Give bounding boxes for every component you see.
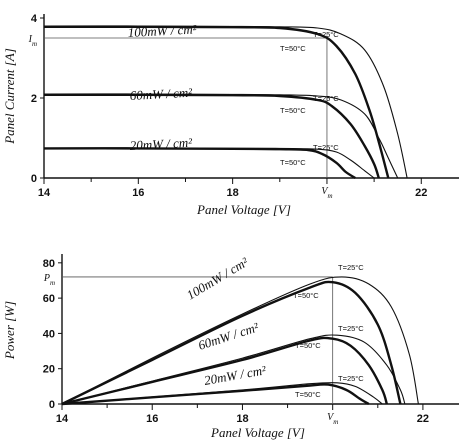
temperature-label: T=25°C [338,324,364,333]
y-tick-label: 0 [49,399,55,411]
x-tick-label: 14 [56,413,69,425]
irradiance-label: 100mW / cm² [127,21,198,40]
series-line-2 [43,25,390,179]
series-line-1 [43,25,408,179]
irradiance-label: 60mW / cm² [129,85,193,103]
temperature-label: T=25°C [313,30,339,39]
irradiance-label: 100mW / cm² [184,254,252,303]
temperature-label: T=25°C [338,263,364,272]
y-marker-subscript: m [32,40,37,48]
series-line-5 [43,147,375,179]
series-line-2 [61,280,402,406]
x-marker-subscript: m [333,418,338,426]
x-tick-label: 18 [236,413,248,425]
y-tick-label: 20 [43,364,55,376]
temperature-label: T=50°C [280,158,306,167]
temperature-label: T=50°C [280,106,306,115]
series-line-1 [61,276,419,405]
series-line-4 [43,93,380,179]
temperature-label: T=50°C [280,44,306,53]
temperature-label: T=25°C [313,143,339,152]
x-tick-label: 16 [146,413,158,425]
series-line-4 [61,336,388,406]
y-tick-label: 2 [31,93,37,105]
temperature-label: T=50°C [293,291,319,300]
temperature-label: T=25°C [338,374,364,383]
y-tick-label: 80 [43,258,55,270]
y-tick-label: 60 [43,293,55,305]
power-voltage-chart: 14 16 18 22 0 20 40 60 80 Vm Pm 100mW / cm² T=25°C T=… [2,254,459,440]
series-line-3 [43,93,399,179]
x-tick-label: 18 [227,187,239,199]
series-line-6 [43,147,356,180]
x-tick-label: 14 [38,187,51,199]
y-tick-label: 4 [31,13,38,25]
temperature-label: T=50°C [295,390,321,399]
y-tick-label: 40 [43,328,55,340]
x-tick-label: 22 [417,413,429,425]
x-tick-label: 22 [415,187,427,199]
temperature-label: T=25°C [313,94,339,103]
y-axis-label: Power [W] [2,301,17,360]
x-tick-label: 16 [132,187,144,199]
x-marker-subscript: m [327,192,332,200]
x-axis-label: Panel Voltage [V] [210,425,305,440]
series-line-6 [61,383,370,406]
x-marker-label: Vm [327,412,338,426]
irradiance-label: 60mW / cm² [196,319,261,353]
x-marker-label: Vm [321,186,332,200]
temperature-label: T=50°C [295,341,321,350]
y-marker-label: Im [28,34,37,48]
x-axis-label: Panel Voltage [V] [196,202,291,217]
y-axis-label: Panel Current [A] [2,48,17,145]
irradiance-label: 20mW / cm² [129,135,193,153]
current-voltage-chart: 14 16 18 22 0 2 4 Vm Im 100mW / cm² T=25°C T=50°C 60… [2,13,459,217]
y-marker-subscript: m [50,279,55,287]
y-tick-label: 0 [31,173,37,185]
y-marker-label: Pm [43,273,55,287]
